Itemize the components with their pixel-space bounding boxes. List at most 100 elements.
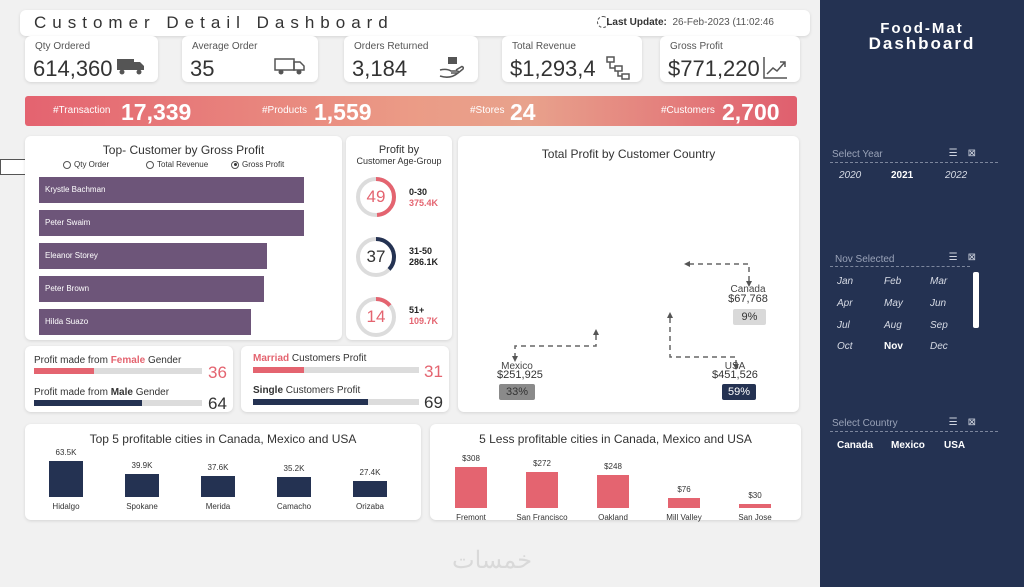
bar-category-label: Camacho — [276, 502, 312, 511]
country-option[interactable]: Mexico — [891, 440, 925, 451]
country-value-canada: $67,768 — [728, 293, 768, 305]
divider — [830, 266, 970, 267]
country-pct-canada[interactable]: 9% — [733, 309, 766, 325]
ring-arc — [356, 297, 396, 337]
customer-bar[interactable]: Krystle Bachman — [39, 177, 304, 203]
bar-data-label: $272 — [533, 458, 551, 468]
clear-filter-icon[interactable]: ⊠ — [967, 148, 986, 159]
kpi-value: 614,360 — [33, 56, 113, 81]
bar-fremont[interactable] — [455, 467, 487, 508]
customer-bar[interactable]: Peter Brown — [39, 276, 264, 302]
marital-profit-card: Marriad Customers Profit 31 Single Custo… — [241, 346, 449, 412]
year-option[interactable]: 2021 — [891, 170, 914, 181]
married-label: Marriad Customers Profit — [253, 353, 366, 364]
radio-gross-profit[interactable]: Gross Profit — [231, 160, 284, 169]
multi-select-icon[interactable]: ☰ — [948, 148, 968, 159]
month-option[interactable]: Oct — [837, 341, 853, 352]
last-update: Last Update: 26-Feb-2023 (11:02:46 — [606, 17, 774, 28]
ring-51-plus — [356, 297, 396, 337]
bar-spokane[interactable] — [125, 474, 159, 497]
month-option[interactable]: Sep — [930, 320, 948, 331]
month-option[interactable]: Feb — [884, 276, 902, 287]
bar-data-label: $76 — [677, 484, 691, 494]
clear-filter-icon[interactable]: ⊠ — [967, 252, 986, 263]
age-group-card: Profit by Customer Age-Group 49 0-30 375… — [346, 136, 452, 340]
single-track — [253, 399, 419, 405]
female-label-post: Gender — [145, 355, 182, 366]
kpi-value: $771,220 — [668, 56, 760, 81]
multi-select-icon[interactable]: ☰ — [948, 252, 968, 263]
female-fill — [34, 368, 94, 374]
bar-orizaba[interactable] — [353, 481, 387, 497]
year-option[interactable]: 2022 — [945, 170, 968, 181]
country-pct-usa[interactable]: 59% — [722, 384, 756, 400]
divider — [830, 162, 998, 163]
bar-category-label: Merida — [205, 502, 231, 511]
multi-select-icon[interactable]: ☰ — [948, 417, 968, 428]
single-label-post: Customers Profit — [283, 385, 361, 396]
country-slicer-label: Select Country — [832, 418, 898, 429]
bar-category-label: Spokane — [126, 502, 158, 511]
bar-category-label: Mill Valley — [666, 513, 702, 522]
single-fill — [253, 399, 368, 405]
year-slicer-label: Select Year — [832, 149, 883, 160]
radio-total-revenue[interactable]: Total Revenue — [146, 160, 208, 169]
age-range: 51+ — [409, 305, 425, 315]
bar-san-francisco[interactable] — [526, 471, 558, 508]
bar-category-label: Hidalgo — [52, 502, 80, 511]
top5-cities-chart: Top 5 profitable cities in Canada, Mexic… — [25, 424, 421, 520]
month-slicer-label: Nov Selected — [835, 254, 895, 265]
kpi-label: Average Order — [192, 41, 258, 52]
bar-hidalgo[interactable] — [49, 461, 83, 497]
month-option[interactable]: Jun — [930, 298, 947, 309]
age-value: 375.4K — [409, 198, 439, 208]
male-label-pre: Profit made from — [34, 387, 111, 398]
customer-bar[interactable]: Hilda Suazo — [39, 309, 251, 335]
radio-dot — [231, 160, 239, 169]
married-value: 31 — [424, 362, 443, 381]
bar-category-label: San Francisco — [516, 513, 568, 522]
chart-title: Top 5 profitable cities in Canada, Mexic… — [89, 432, 357, 446]
radio-qty-order[interactable]: Qty Order — [63, 160, 109, 169]
radio-label: Qty Order — [74, 160, 110, 169]
bar-category-label: Orizaba — [355, 502, 384, 511]
month-option[interactable]: Apr — [837, 298, 853, 309]
single-word: Single — [253, 385, 284, 396]
bar-merida[interactable] — [201, 475, 235, 497]
refresh-icon[interactable] — [597, 16, 609, 28]
clear-filter-icon[interactable]: ⊠ — [967, 417, 986, 428]
bar-category-label: San Jose — [738, 513, 772, 522]
ring-arc — [356, 237, 396, 277]
month-scrollbar[interactable] — [973, 272, 979, 328]
year-option[interactable]: 2020 — [839, 170, 862, 181]
country-option[interactable]: Canada — [837, 440, 874, 451]
country-pct-mexico[interactable]: 33% — [499, 384, 535, 400]
bar-data-label: 39.9K — [131, 461, 153, 471]
kpi-gross-profit: Gross Profit $771,220 — [660, 36, 800, 82]
bar-mill-valley[interactable] — [668, 497, 700, 508]
bar-oakland[interactable] — [597, 474, 629, 508]
month-option[interactable]: Jul — [837, 320, 850, 331]
month-option[interactable]: Jan — [837, 276, 854, 287]
kpi-value: 3,184 — [352, 56, 408, 81]
customer-bar[interactable]: Eleanor Storey — [39, 243, 267, 269]
country-name-canada: Canada — [730, 284, 766, 295]
page-title: Customer Detail Dashboard — [34, 13, 394, 32]
bar-camacho[interactable] — [277, 477, 311, 497]
bar-data-label: 63.5K — [55, 448, 77, 457]
bar-data-label: $308 — [462, 454, 480, 463]
country-option[interactable]: USA — [944, 440, 966, 451]
month-option[interactable]: Mar — [930, 276, 948, 287]
month-option[interactable]: Nov — [884, 341, 903, 352]
band-label: #Customers — [661, 105, 715, 116]
month-option[interactable]: Aug — [884, 320, 902, 331]
month-option[interactable]: May — [884, 298, 903, 309]
summary-band: #Transaction 17,339 #Products 1,559 #Sto… — [25, 96, 797, 126]
customer-bar[interactable]: Peter Swaim — [39, 210, 304, 236]
slicer-icons: ☰⊠ — [949, 417, 986, 428]
card-title: Total Profit by Customer Country — [541, 147, 716, 161]
age-value: 286.1K — [409, 257, 439, 267]
month-option[interactable]: Dec — [930, 341, 948, 352]
slicer-icons: ☰⊠ — [949, 148, 986, 159]
bar-san-jose[interactable] — [739, 504, 771, 508]
